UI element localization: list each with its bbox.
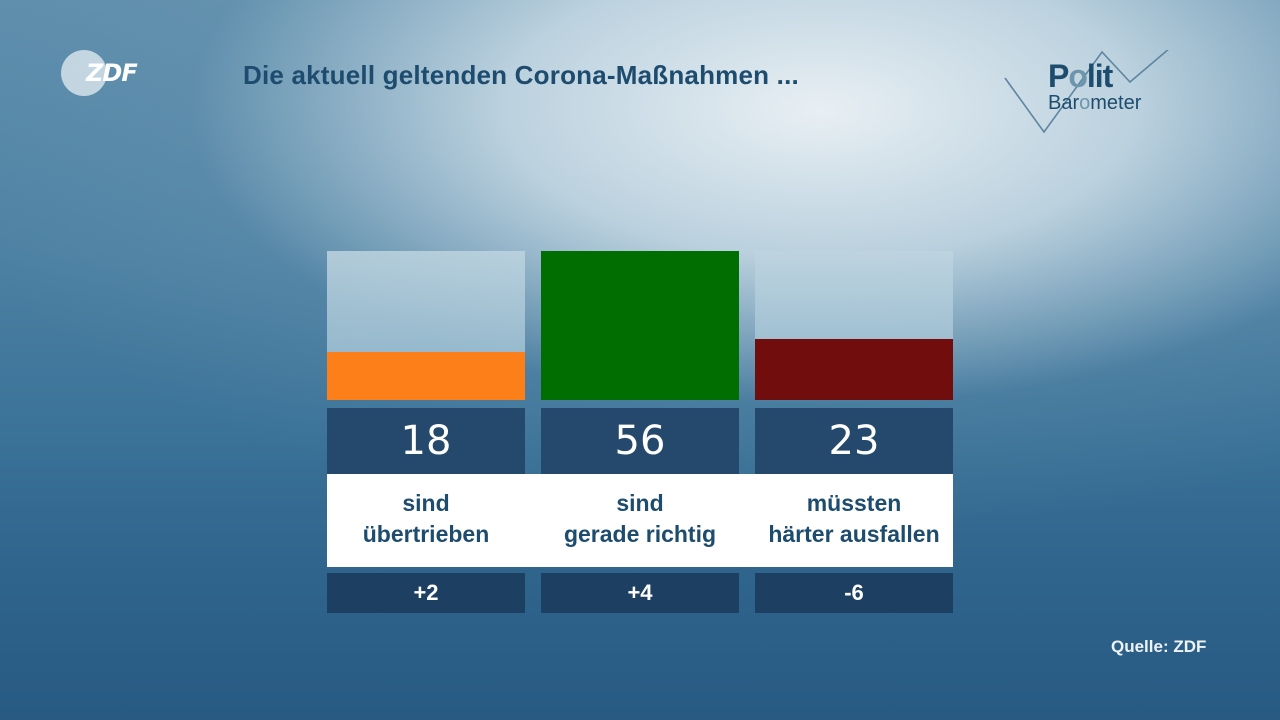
chart-title: Die aktuell geltenden Corona-Maßnahmen .… (243, 60, 799, 90)
zigzag-line-icon (1004, 50, 1169, 134)
value-haerter: 23 (755, 408, 953, 474)
zdf-logo-circle (61, 50, 107, 96)
value-ubertrieben: 18 (327, 408, 525, 474)
change-haerter: -6 (755, 573, 953, 613)
bar-track (327, 251, 525, 400)
brand-line2: Barometer (1048, 92, 1142, 114)
value-gerade-richtig: 56 (541, 408, 739, 474)
label-haerter: müssten härter ausfallen (768, 490, 940, 547)
source-note: Quelle: ZDF (1111, 637, 1207, 656)
labels-band: sind übertrieben sind gerade richtig müsst… (327, 474, 953, 567)
label-gerade-richtig: sind gerade richtig (563, 490, 717, 547)
bar-haerter (755, 339, 953, 400)
bar-track (541, 251, 739, 400)
label-ubertrieben: sind übertrieben (362, 490, 490, 547)
bar-gerade-richtig (541, 251, 739, 400)
politbarometer-logo: Polit Barometer (1000, 50, 1200, 140)
change-ubertrieben: +2 (327, 573, 525, 613)
brand-line1: Polit (1048, 58, 1113, 94)
bar-ubertrieben (327, 352, 525, 400)
bar-track (755, 251, 953, 400)
change-gerade-richtig: +4 (541, 573, 739, 613)
zdf-logo: ZDF (61, 50, 138, 96)
zdf-logo-text: ZDF (86, 59, 138, 87)
